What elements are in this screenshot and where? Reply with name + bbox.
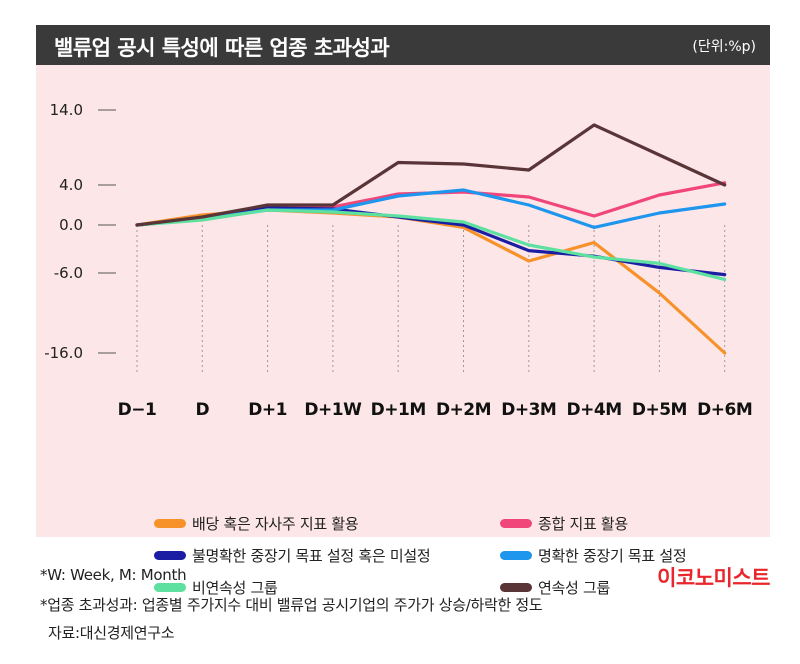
legend-item: 비연속성 그룹 (154, 575, 500, 599)
footnote-definition: *업종 초과성과: 업종별 주가지수 대비 밸류업 공시기업의 주가가 상승/하… (40, 596, 543, 614)
legend-swatch (500, 518, 532, 528)
y-tick-label: -6.0 (54, 264, 83, 282)
x-tick-label: D+5M (632, 400, 687, 420)
series-line (135, 123, 727, 227)
legend-swatch (154, 550, 186, 560)
legend-item: 명확한 중장기 목표 설정 (500, 543, 794, 567)
legend-item: 불명확한 중장기 목표 설정 혹은 미설정 (154, 543, 500, 567)
source-note: 자료:대신경제연구소 (48, 624, 175, 642)
chart-panel: 14.0 4.0 0.0 -6.0 -16.0 D−1 D D+1 D+1W D+1M D+2M D+… (36, 65, 770, 597)
y-tick-label: 0.0 (59, 216, 83, 234)
x-tick-label: D+6M (697, 400, 752, 420)
legend-label: 연속성 그룹 (538, 578, 610, 597)
x-tick-label: D+4M (567, 400, 622, 420)
x-tick-label: D+1 (248, 400, 287, 420)
x-tick-label: D+1W (304, 400, 362, 420)
brand-logo-text: 이코노미스트 (657, 566, 770, 590)
x-tick-label: D+1M (371, 400, 426, 420)
title-bar: 밸류업 공시 특성에 따른 업종 초과성과 (단위:%p) (36, 25, 770, 65)
legend-item: 배당 혹은 자사주 지표 활용 (154, 511, 500, 535)
legend-label: 종합 지표 활용 (538, 514, 628, 533)
unit-label: (단위:%p) (692, 39, 756, 55)
legend-item: 종합 지표 활용 (500, 511, 794, 535)
line-chart: 14.0 4.0 0.0 -6.0 -16.0 D−1 D D+1 D+1W D+1M D+2M D+… (44, 101, 753, 420)
series-line (135, 208, 727, 281)
legend-swatch (154, 518, 186, 528)
footnote-abbreviations: *W: Week, M: Month (40, 566, 187, 584)
legend-swatch (154, 582, 186, 592)
legend-label: 비연속성 그룹 (192, 578, 278, 597)
legend-swatch (500, 550, 532, 560)
x-tick-label: D+2M (436, 400, 491, 420)
legend: 배당 혹은 자사주 지표 활용 종합 지표 활용 불명확한 중장기 목표 설정 … (154, 511, 794, 599)
legend-label: 배당 혹은 자사주 지표 활용 (192, 514, 359, 533)
y-tick-label: 4.0 (59, 176, 83, 194)
legend-swatch (500, 582, 532, 592)
series-line (135, 208, 727, 355)
y-tick-label: 14.0 (50, 101, 83, 119)
legend-label: 명확한 중장기 목표 설정 (538, 546, 687, 565)
legend-item: 연속성 그룹 (500, 575, 794, 599)
x-tick-label: D (195, 400, 209, 420)
x-tick-label: D−1 (118, 400, 157, 420)
x-tick-label: D+3M (501, 400, 556, 420)
legend-label: 불명확한 중장기 목표 설정 혹은 미설정 (192, 546, 431, 565)
y-tick-label: -16.0 (44, 344, 83, 362)
chart-title: 밸류업 공시 특성에 따른 업종 초과성과 (54, 36, 390, 60)
